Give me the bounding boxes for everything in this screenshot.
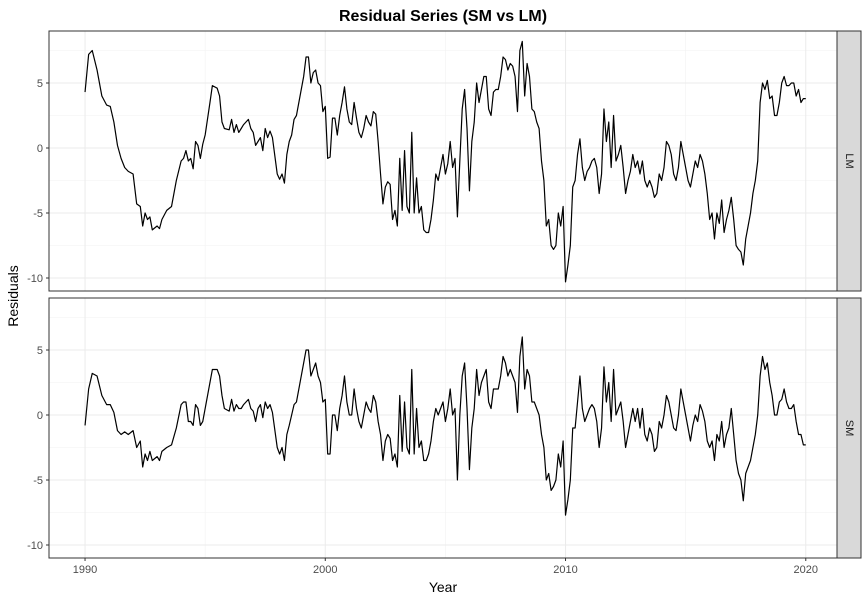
y-tick-label: 5 <box>37 78 43 90</box>
x-tick-label: 1990 <box>73 564 97 576</box>
facet-strip <box>836 30 862 292</box>
y-tick-label: -5 <box>33 475 43 487</box>
facet-strip-label: LM <box>843 153 855 168</box>
panel-sm: 5 0 -5 -10 SM <box>27 297 862 559</box>
y-tick-label: -10 <box>27 273 43 285</box>
panel-lm: 5 0 -5 -10 LM <box>27 30 862 292</box>
facet-panels: 5 0 -5 -10 LM 5 0 -5 -10 SM 1990 2000 2010 2020 <box>27 30 862 576</box>
y-tick-label: -5 <box>33 208 43 220</box>
chart-title: Residual Series (SM vs LM) <box>339 8 547 25</box>
x-tick-label: 2000 <box>313 564 337 576</box>
x-tick-label: 2020 <box>794 564 818 576</box>
panel-background <box>49 31 837 291</box>
facet-strip-label: SM <box>843 420 855 437</box>
x-tick-label: 2010 <box>553 564 577 576</box>
facet-strip <box>836 297 862 559</box>
y-tick-label: 0 <box>37 143 43 155</box>
y-axis-title: Residuals <box>5 265 21 326</box>
panel-background <box>49 298 837 558</box>
x-axis-title: Year <box>429 579 458 595</box>
y-tick-label: 0 <box>37 410 43 422</box>
series-line-sm <box>84 336 806 516</box>
series-line-lm <box>84 40 806 283</box>
y-tick-label: 5 <box>37 345 43 357</box>
y-tick-label: -10 <box>27 540 43 552</box>
